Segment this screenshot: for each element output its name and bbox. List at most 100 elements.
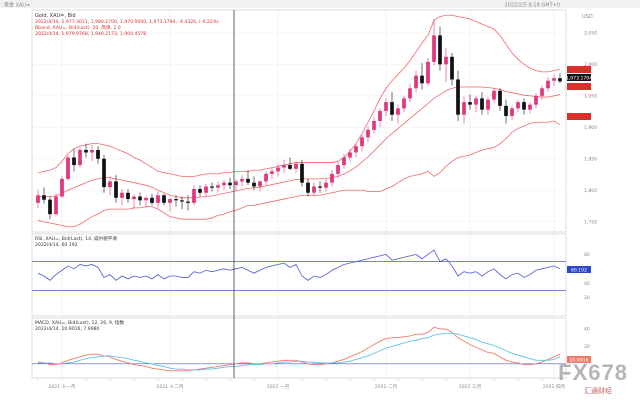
price-tick-label: 2,000 <box>584 62 597 68</box>
last-price-label: 1,973.1794 <box>566 76 592 82</box>
candle-body <box>480 98 484 110</box>
candle-body <box>108 181 112 188</box>
candle-body <box>222 182 226 186</box>
rsi-legend-values: 2022/4/14, 60.192 <box>35 242 78 248</box>
candle-body <box>534 95 538 105</box>
boll-lower-tag <box>567 113 591 120</box>
candle-body <box>468 102 472 105</box>
candle-body <box>90 149 94 153</box>
candle-body <box>186 201 190 203</box>
candle-body <box>234 181 238 186</box>
x-tick-label: 2022 二月 <box>375 384 397 390</box>
macd-tick-label: 20 <box>584 344 590 350</box>
candle-body <box>180 200 184 202</box>
candle-body <box>522 102 526 110</box>
macd-tick-label: 40 <box>584 327 590 333</box>
candle-body <box>462 102 466 115</box>
candle-body <box>450 56 454 80</box>
boll-upper-tag <box>567 66 591 73</box>
candle-body <box>156 195 160 203</box>
candle-body <box>264 173 268 182</box>
watermark-text: FX678 <box>558 360 628 385</box>
candle-body <box>198 188 202 193</box>
rsi-legend-title: RSI, XAU=, Bid(Last), 14, 威尔德平滑 <box>35 235 117 242</box>
window-datetime: 2022/2/5 8:18 GMT+0 <box>505 3 560 9</box>
time-axis: 2021 十一月 2021 十二月 2022 一月 2022 二月 2022 三月 202… <box>37 378 565 390</box>
x-tick-label: 2022 一月 <box>267 384 289 390</box>
candle-body <box>546 80 550 89</box>
candle-body <box>390 102 394 115</box>
candle-body <box>408 88 412 99</box>
candle-body <box>174 199 178 201</box>
price-tags: 1,973.1794 60.192 10.9016 <box>566 66 592 364</box>
candle-body <box>492 90 496 100</box>
candle-body <box>246 178 250 183</box>
candle-body <box>204 186 208 193</box>
candle-body <box>42 195 46 200</box>
candle-body <box>270 171 274 174</box>
candle-body <box>366 129 370 138</box>
series-layer <box>32 14 566 372</box>
candle-body <box>330 173 334 183</box>
candle-body <box>126 192 130 200</box>
candle-body <box>300 163 304 183</box>
signal-line <box>38 332 561 371</box>
candle-body <box>504 105 508 116</box>
candle-body <box>540 88 544 96</box>
candle-body <box>420 75 424 84</box>
price-tick-label: 1,900 <box>584 125 597 131</box>
candle-body <box>84 149 88 153</box>
rsi-value-tag <box>567 266 591 273</box>
price-tick-label: 1,850 <box>584 156 597 162</box>
boll-mid-tag <box>567 83 591 90</box>
macd-tick-label: 0 <box>584 361 587 367</box>
candle-body <box>240 178 244 182</box>
last-price-tag <box>567 74 591 81</box>
macd-value-tag <box>567 356 591 363</box>
rsi-tick-label: 20 <box>584 295 590 301</box>
candle-body <box>516 102 520 109</box>
candle-body <box>294 163 298 169</box>
rsi-value-label: 60.192 <box>571 268 587 274</box>
candle-body <box>288 165 292 169</box>
candle-body <box>48 199 52 215</box>
candle-body <box>60 178 64 197</box>
candle-body <box>120 192 124 198</box>
candle-layer <box>36 19 562 220</box>
candle-body <box>54 196 58 215</box>
candle-body <box>168 199 172 203</box>
price-tick-label: 1,950 <box>584 93 597 99</box>
candle-body <box>276 167 280 172</box>
candle-body <box>258 181 262 187</box>
candle-body <box>306 182 310 193</box>
candle-body <box>66 157 70 179</box>
candle-body <box>144 197 148 201</box>
rsi-tick-label: 80 <box>584 252 590 258</box>
macd-legend-values: 2022/4/14, 10.9016, 7.9980 <box>35 326 100 332</box>
candle-body <box>360 137 364 147</box>
watermark-sub: 汇通财经 <box>584 388 612 395</box>
price-unit: USD <box>582 14 593 20</box>
candle-body <box>414 75 418 89</box>
x-tick-label: 2022 三月 <box>459 384 481 390</box>
candle-body <box>558 78 562 82</box>
boll-legend-title: Bband, XAU=, Bid(Last), 20, 简单, 2.0 <box>35 24 121 31</box>
candle-body <box>150 197 154 203</box>
candle-body <box>342 157 346 166</box>
price-tick-label: 1,750 <box>584 219 597 225</box>
candle-body <box>438 35 442 65</box>
candle-body <box>252 182 256 187</box>
x-tick-label: 2022 四月 <box>543 384 565 390</box>
candle-body <box>510 108 514 116</box>
candle-body <box>210 186 214 188</box>
rsi-tick-label: 40 <box>584 281 590 287</box>
candle-body <box>312 186 316 193</box>
candle-body <box>228 182 232 186</box>
candle-body <box>78 149 82 166</box>
candle-body <box>336 165 340 174</box>
candle-body <box>348 152 352 158</box>
candle-body <box>36 195 40 203</box>
candle-body <box>486 99 490 110</box>
candle-body <box>378 110 382 121</box>
